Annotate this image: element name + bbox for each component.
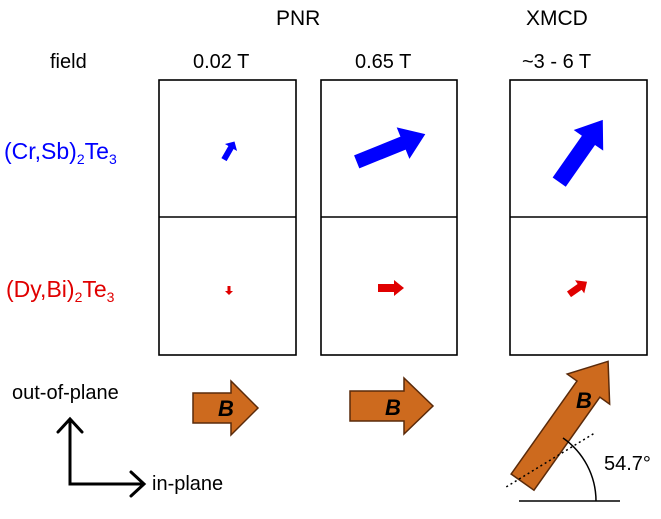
- field-arrow-label-0-65T: B: [385, 395, 401, 420]
- field-arrow-0-65T: [349, 376, 435, 436]
- in-plane-arrowhead: [129, 470, 147, 498]
- angle-reference-dotted: [505, 432, 595, 488]
- out-of-plane-label: out-of-plane: [12, 382, 119, 404]
- field-arrow-xmcd: [510, 360, 611, 492]
- moment-arrow-cr-sb-0-02T: [221, 141, 238, 162]
- moment-arrow-cr-sb-0-65T: [354, 127, 426, 169]
- pnr-header: PNR: [276, 7, 321, 30]
- axes-lines: [68, 418, 144, 486]
- moment-arrow-dy-bi-0-02T: [225, 286, 233, 295]
- in-plane-label: in-plane: [152, 473, 224, 495]
- field-value-3-6T: ~3 - 6 T: [522, 51, 592, 73]
- sample-label-cr-sb: (Cr,Sb)2Te3: [4, 138, 117, 167]
- out-of-plane-arrowhead: [56, 416, 84, 434]
- moment-arrow-dy-bi-0-65T: [378, 280, 404, 296]
- field-arrow-0-02T: [192, 379, 260, 437]
- angle-label: 54.7°: [604, 453, 651, 475]
- field-arrow-label-xmcd: B: [576, 388, 592, 413]
- sample-label-dy-bi: (Dy,Bi)2Te3: [6, 276, 115, 305]
- field-value-0-02T: 0.02 T: [193, 51, 250, 73]
- moment-arrow-dy-bi-xmcd: [566, 280, 588, 298]
- xmcd-header: XMCD: [526, 7, 588, 30]
- angle-arc: [562, 437, 597, 502]
- moment-arrow-cr-sb-xmcd: [552, 119, 604, 187]
- field-arrow-label-0-02T: B: [218, 396, 234, 421]
- field-value-0-65T: 0.65 T: [355, 51, 412, 73]
- field-row-label: field: [50, 51, 87, 73]
